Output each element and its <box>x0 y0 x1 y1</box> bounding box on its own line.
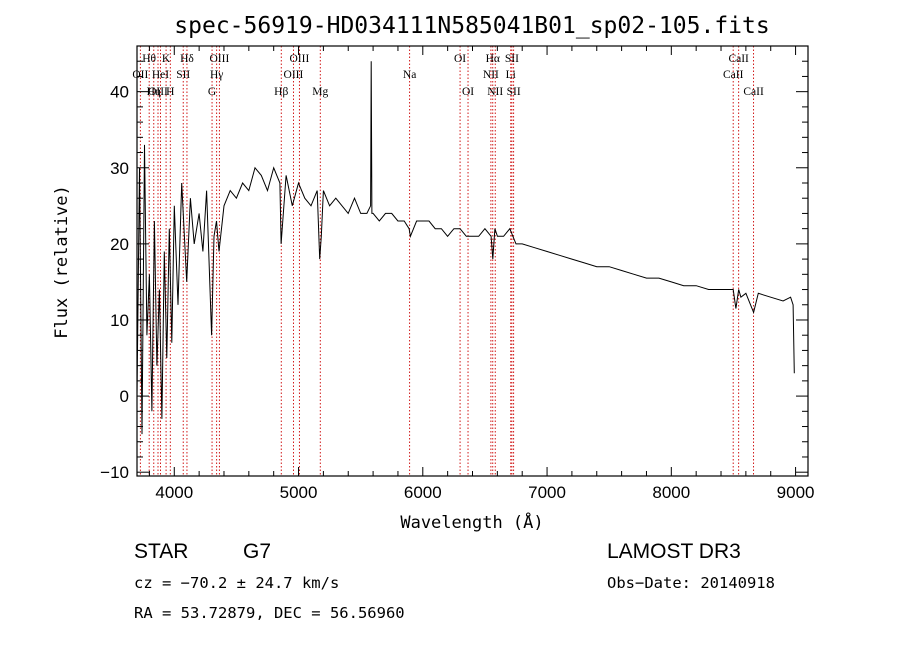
spectral-line-label: G <box>208 86 216 98</box>
spectral-line-label: Hδ <box>180 53 194 65</box>
spectral-line-label: Na <box>403 69 416 81</box>
y-axis-label: Flux (relative) <box>52 185 72 339</box>
spectral-line-label: SII <box>505 53 519 65</box>
spectral-line-label: SII <box>507 86 521 98</box>
spectral-line-label: Hη <box>147 86 161 98</box>
survey-name: LAMOST DR3 <box>607 540 741 563</box>
object-class: STAR <box>134 540 189 563</box>
spectral-line-label: OII <box>132 69 148 81</box>
spectral-line-label: OI <box>462 86 474 98</box>
y-tick-label: 30 <box>110 159 129 178</box>
spectral-line-label: NII <box>487 86 503 98</box>
x-tick-label: 6000 <box>404 483 442 502</box>
spectral-line-label: CaII <box>743 86 764 98</box>
y-tick-label: 0 <box>120 387 129 406</box>
axis-ticks <box>137 46 808 476</box>
x-tick-labels: 4000 5000 6000 7000 8000 9000 <box>155 483 814 502</box>
object-subclass: G7 <box>243 540 272 563</box>
observation-date: Obs−Date: 20140918 <box>607 574 775 592</box>
spectral-line-label: OIII <box>209 53 229 65</box>
spectral-line-label: Mg <box>312 86 328 98</box>
spectral-line-label: OIII <box>148 86 168 98</box>
spectral-line-label: CaII <box>723 69 744 81</box>
chart-title: spec-56919-HD034111N585041B01_sp02-105.f… <box>174 13 769 39</box>
coordinates-readout: RA = 53.72879, DEC = 56.56960 <box>134 604 405 622</box>
x-tick-label: 4000 <box>155 483 193 502</box>
y-tick-label: −10 <box>100 463 129 482</box>
spectral-line-label: Li <box>506 69 516 81</box>
spectral-line-label: CaII <box>728 53 749 65</box>
spectral-line-label: Hα <box>486 53 500 65</box>
x-tick-label: 5000 <box>280 483 318 502</box>
y-tick-label: 20 <box>110 235 129 254</box>
redshift-readout: cz = −70.2 ± 24.7 km/s <box>134 574 340 592</box>
spectral-line-label: Hθ <box>142 53 156 65</box>
spectral-line-label: Hγ <box>210 69 223 81</box>
spectral-line-label: SII <box>176 69 190 81</box>
y-tick-label: 10 <box>110 311 129 330</box>
plot-frame <box>136 45 809 477</box>
x-tick-label: 7000 <box>528 483 566 502</box>
spectrum-line <box>136 61 795 435</box>
spectral-line-label: K <box>162 53 171 65</box>
y-tick-label: 40 <box>110 83 129 102</box>
spectral-line-label: OIII <box>290 53 310 65</box>
x-tick-label: 8000 <box>652 483 690 502</box>
x-tick-label: 9000 <box>777 483 815 502</box>
spectral-line-label: NII <box>483 69 499 81</box>
spectral-line-markers <box>139 46 755 476</box>
y-tick-labels: −10 0 10 20 30 40 <box>100 83 129 483</box>
x-axis-label: Wavelength (Å) <box>400 511 543 533</box>
spectral-line-label: OIII <box>284 69 304 81</box>
spectral-line-label: Hβ <box>274 86 288 98</box>
spectral-line-label: H <box>166 86 174 98</box>
spectral-line-label: HeI <box>152 69 169 81</box>
spectral-line-label: OI <box>454 53 466 65</box>
